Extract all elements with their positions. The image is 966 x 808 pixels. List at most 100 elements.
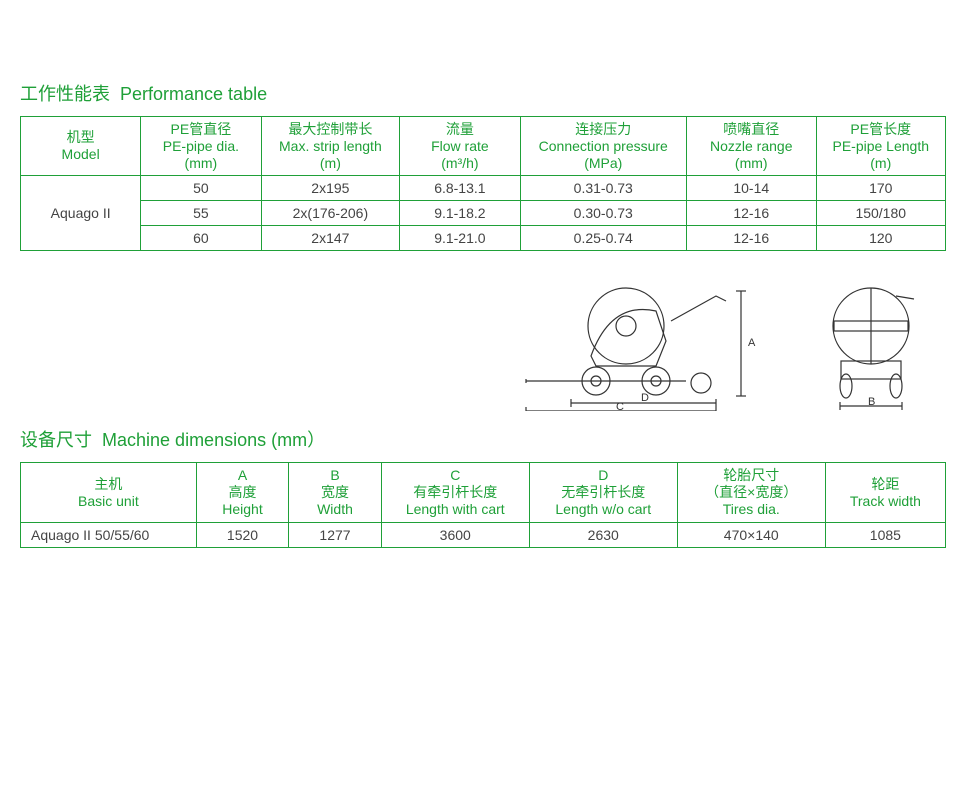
hdr-b: B 宽度 Width bbox=[289, 463, 382, 522]
perf-0-nozzle: 10-14 bbox=[687, 176, 817, 201]
hdr-c-en: Length with cart bbox=[388, 501, 523, 518]
hdr-flow-cn: 流量 bbox=[406, 121, 513, 138]
hdr-nozzle: 喷嘴直径 Nozzle range (mm) bbox=[687, 117, 817, 176]
hdr-len: PE管长度 PE-pipe Length (m) bbox=[816, 117, 946, 176]
hdr-nozzle-unit: (mm) bbox=[693, 155, 810, 172]
hdr-b-lbl: B bbox=[295, 467, 375, 484]
hdr-c-lbl: C bbox=[388, 467, 523, 484]
hdr-track: 轮距 Track width bbox=[825, 463, 945, 522]
perf-2-len: 120 bbox=[816, 226, 946, 251]
hdr-a-en: Height bbox=[203, 501, 283, 518]
perf-row-1: 55 2x(176-206) 9.1-18.2 0.30-0.73 12-16 … bbox=[21, 201, 946, 226]
diagram-row: A D C B bbox=[20, 271, 926, 416]
dim-tire: 470×140 bbox=[677, 522, 825, 547]
dim-a: 1520 bbox=[196, 522, 289, 547]
perf-1-dia: 55 bbox=[141, 201, 261, 226]
hdr-d-en: Length w/o cart bbox=[536, 501, 671, 518]
hdr-tire-cn: 轮胎尺寸 bbox=[684, 467, 819, 484]
perf-row-2: 60 2x147 9.1-21.0 0.25-0.74 12-16 120 bbox=[21, 226, 946, 251]
hdr-model-cn: 机型 bbox=[27, 129, 134, 146]
perf-0-press: 0.31-0.73 bbox=[520, 176, 687, 201]
perf-model-cell: Aquago II bbox=[21, 176, 141, 251]
hdr-strip-en: Max. strip length bbox=[268, 138, 394, 155]
perf-title-cn: 工作性能表 bbox=[20, 84, 110, 104]
hdr-press-en: Connection pressure bbox=[527, 138, 681, 155]
hdr-press-cn: 连接压力 bbox=[527, 121, 681, 138]
dim-model: Aquago II 50/55/60 bbox=[21, 522, 197, 547]
dim-label-a: A bbox=[748, 337, 756, 349]
performance-table: 机型 Model PE管直径 PE-pipe dia. (mm) 最大控制带长 … bbox=[20, 116, 946, 251]
perf-header-row: 机型 Model PE管直径 PE-pipe dia. (mm) 最大控制带长 … bbox=[21, 117, 946, 176]
perf-2-flow: 9.1-21.0 bbox=[400, 226, 520, 251]
hdr-basic-cn: 主机 bbox=[27, 476, 190, 493]
hdr-basic: 主机 Basic unit bbox=[21, 463, 197, 522]
dim-b: 1277 bbox=[289, 522, 382, 547]
dim-title-cn: 设备尺寸 bbox=[20, 430, 92, 450]
hdr-track-en: Track width bbox=[832, 493, 939, 510]
dim-title-en: Machine dimensions (mm） bbox=[102, 430, 325, 450]
hdr-dia: PE管直径 PE-pipe dia. (mm) bbox=[141, 117, 261, 176]
hdr-dia-en: PE-pipe dia. bbox=[147, 138, 254, 155]
performance-title: 工作性能表 Performance table bbox=[20, 80, 946, 106]
hdr-len-unit: (m) bbox=[823, 155, 940, 172]
front-view-diagram: B bbox=[816, 271, 926, 416]
perf-1-flow: 9.1-18.2 bbox=[400, 201, 520, 226]
perf-0-flow: 6.8-13.1 bbox=[400, 176, 520, 201]
perf-2-dia: 60 bbox=[141, 226, 261, 251]
front-view-svg: B bbox=[816, 271, 926, 411]
hdr-tire-en: Tires dia. bbox=[684, 501, 819, 518]
side-view-svg: A D C bbox=[516, 271, 776, 411]
hdr-flow-en: Flow rate bbox=[406, 138, 513, 155]
side-view-diagram: A D C bbox=[516, 271, 776, 416]
dimensions-title: 设备尺寸 Machine dimensions (mm） bbox=[20, 426, 946, 452]
hdr-press-unit: (MPa) bbox=[527, 155, 681, 172]
perf-title-en: Performance table bbox=[120, 84, 267, 104]
dimensions-table: 主机 Basic unit A 高度 Height B 宽度 Width C 有… bbox=[20, 462, 946, 547]
perf-1-press: 0.30-0.73 bbox=[520, 201, 687, 226]
perf-0-strip: 2x195 bbox=[261, 176, 400, 201]
hdr-len-en: PE-pipe Length bbox=[823, 138, 940, 155]
hdr-tire: 轮胎尺寸 （直径×宽度） Tires dia. bbox=[677, 463, 825, 522]
perf-2-nozzle: 12-16 bbox=[687, 226, 817, 251]
dim-label-c: C bbox=[616, 401, 624, 411]
hdr-c: C 有牵引杆长度 Length with cart bbox=[381, 463, 529, 522]
hdr-len-cn: PE管长度 bbox=[823, 121, 940, 138]
hdr-c-cn: 有牵引杆长度 bbox=[388, 484, 523, 501]
dim-label-d: D bbox=[641, 392, 649, 404]
perf-0-dia: 50 bbox=[141, 176, 261, 201]
perf-2-strip: 2x147 bbox=[261, 226, 400, 251]
hdr-track-cn: 轮距 bbox=[832, 476, 939, 493]
hdr-tire-sub: （直径×宽度） bbox=[684, 484, 819, 501]
hdr-d-cn: 无牵引杆长度 bbox=[536, 484, 671, 501]
hdr-model-en: Model bbox=[27, 146, 134, 163]
hdr-dia-unit: (mm) bbox=[147, 155, 254, 172]
hdr-a: A 高度 Height bbox=[196, 463, 289, 522]
perf-1-strip: 2x(176-206) bbox=[261, 201, 400, 226]
hdr-strip-cn: 最大控制带长 bbox=[268, 121, 394, 138]
dim-data-row: Aquago II 50/55/60 1520 1277 3600 2630 4… bbox=[21, 522, 946, 547]
hdr-basic-en: Basic unit bbox=[27, 493, 190, 510]
hdr-a-lbl: A bbox=[203, 467, 283, 484]
perf-1-nozzle: 12-16 bbox=[687, 201, 817, 226]
hdr-nozzle-cn: 喷嘴直径 bbox=[693, 121, 810, 138]
hdr-nozzle-en: Nozzle range bbox=[693, 138, 810, 155]
perf-0-len: 170 bbox=[816, 176, 946, 201]
hdr-press: 连接压力 Connection pressure (MPa) bbox=[520, 117, 687, 176]
hdr-a-cn: 高度 bbox=[203, 484, 283, 501]
perf-row-0: Aquago II 50 2x195 6.8-13.1 0.31-0.73 10… bbox=[21, 176, 946, 201]
hdr-dia-cn: PE管直径 bbox=[147, 121, 254, 138]
hdr-strip: 最大控制带长 Max. strip length (m) bbox=[261, 117, 400, 176]
hdr-model: 机型 Model bbox=[21, 117, 141, 176]
dim-label-b: B bbox=[868, 396, 875, 408]
dim-d: 2630 bbox=[529, 522, 677, 547]
hdr-flow-unit: (m³/h) bbox=[406, 155, 513, 172]
hdr-d: D 无牵引杆长度 Length w/o cart bbox=[529, 463, 677, 522]
hdr-flow: 流量 Flow rate (m³/h) bbox=[400, 117, 520, 176]
hdr-d-lbl: D bbox=[536, 467, 671, 484]
perf-2-press: 0.25-0.74 bbox=[520, 226, 687, 251]
hdr-b-en: Width bbox=[295, 501, 375, 518]
hdr-b-cn: 宽度 bbox=[295, 484, 375, 501]
perf-1-len: 150/180 bbox=[816, 201, 946, 226]
dim-track: 1085 bbox=[825, 522, 945, 547]
dim-header-row: 主机 Basic unit A 高度 Height B 宽度 Width C 有… bbox=[21, 463, 946, 522]
